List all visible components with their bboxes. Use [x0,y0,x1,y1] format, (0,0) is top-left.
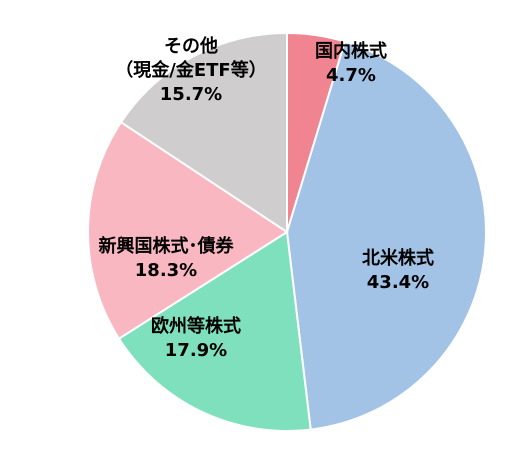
pie-slices [87,31,488,432]
pie-slice-label-3: 新興国株式･債券 18.3% [99,235,235,281]
pie-slice-1 [285,40,488,431]
pie-slice-name-2: 欧州等株式 [151,315,241,337]
pie-slice-name-3: 新興国株式･債券 [99,235,235,257]
pie-slice-name-4: その他 [164,35,218,57]
pie-slice-label-4: その他（現金/金ETF等） 15.7% [115,35,266,105]
pie-slice-4 [119,31,288,234]
pie-slice-label-2: 欧州等株式 17.9% [151,315,241,361]
pie-slice-label-1: 北米株式 43.4% [362,247,434,293]
pie-slice-value-3: 18.3% [135,260,197,281]
pie-labels: 国内株式 4.7% 北米株式 43.4% 欧州等株式 17.9% 新興国株式･債券 18.3%… [99,35,435,361]
pie-slice-name-0: 国内株式 [315,40,387,62]
pie-slice-value-4: 15.7% [160,84,222,105]
pie-slice-label-0: 国内株式 4.7% [315,40,387,86]
pie-slice-value-1: 43.4% [367,272,429,293]
pie-slice-value-2: 17.9% [165,340,227,361]
pie-slice-3 [87,120,289,341]
pie-slice-2 [117,230,312,432]
pie-slice-name-1: 北米株式 [362,247,434,269]
pie-slice-name-4: （現金/金ETF等） [115,59,266,81]
pie-slice-value-0: 4.7% [326,65,376,86]
